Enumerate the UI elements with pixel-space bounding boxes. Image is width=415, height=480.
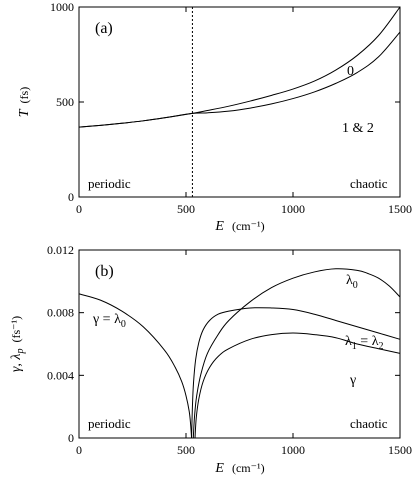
region-periodic-a: periodic — [88, 176, 131, 191]
y-tick-label-a-0: 0 — [68, 190, 74, 204]
plot-frame-b — [78, 249, 401, 439]
series-line-b-1 — [192, 268, 401, 439]
series-line-b-3 — [194, 332, 401, 439]
axis-ticks-b: 0 500 1000 1500 0 0.004 0.008 0.012 — [47, 243, 412, 457]
label-gamma: γ — [349, 373, 356, 388]
region-periodic-b: periodic — [88, 416, 131, 431]
x-label-unit-a: (cm⁻¹) — [232, 219, 265, 233]
curves-a — [78, 6, 401, 128]
x-tick-label-a-2: 1000 — [281, 202, 305, 216]
x-label-var-b: E — [214, 461, 224, 476]
x-tick-label-b-1: 500 — [177, 443, 195, 457]
series-line-a-1 — [78, 31, 401, 128]
x-tick-label-b-0: 0 — [76, 443, 82, 457]
y-tick-label-a-2: 1000 — [50, 0, 74, 14]
x-tick-label-b-2: 1000 — [281, 443, 305, 457]
y-label-unit-a: (fs) — [17, 87, 31, 104]
panel-a: 0 500 1000 1500 0 500 1000 (a) 0 1 & 2 periodi… — [17, 0, 412, 234]
region-chaotic-b: chaotic — [350, 416, 388, 431]
region-chaotic-a: chaotic — [350, 176, 388, 191]
label-lambda1-eq-lambda2: λ1 = λ2 — [345, 334, 383, 352]
y-label-var-a: T — [17, 108, 32, 117]
y-axis-label-a: T (fs) — [17, 87, 32, 117]
series-label-0: 0 — [347, 64, 354, 79]
x-label-var-a: E — [214, 219, 224, 234]
y-tick-label-b-3: 0.012 — [47, 243, 74, 257]
x-label-unit-b: (cm⁻¹) — [232, 461, 265, 475]
panel-label-a: (a) — [95, 20, 113, 37]
x-tick-label-b-3: 1500 — [388, 443, 412, 457]
x-tick-label-a-0: 0 — [76, 202, 82, 216]
series-label-1-2: 1 & 2 — [342, 121, 374, 136]
x-axis-label-a: E (cm⁻¹) — [214, 219, 264, 234]
series-line-b-0 — [78, 293, 193, 439]
x-tick-label-a-3: 1500 — [388, 202, 412, 216]
y-tick-label-b-0: 0 — [68, 431, 74, 445]
y-axis-label-b: γ, λp (fs⁻¹) — [9, 316, 26, 372]
x-tick-label-a-1: 500 — [177, 202, 195, 216]
y-tick-label-b-2: 0.008 — [47, 306, 74, 320]
panel-label-b: (b) — [95, 263, 114, 280]
y-label-var-b: γ, λ — [9, 354, 24, 373]
x-axis-label-b: E (cm⁻¹) — [214, 461, 264, 476]
series-line-b-2 — [191, 307, 401, 439]
y-label-unit-b: (fs⁻¹) — [9, 316, 23, 343]
curves-b — [78, 268, 401, 439]
label-lambda0: λ0 — [346, 273, 358, 291]
y-label-sub-b: p — [15, 349, 26, 355]
y-tick-label-a-1: 500 — [56, 95, 74, 109]
label-gamma-eq-lambda0: γ = λ0 — [92, 312, 126, 330]
svg-text:T(fs): T (fs) — [17, 87, 32, 117]
axis-ticks-a: 0 500 1000 1500 0 500 1000 — [50, 0, 412, 216]
plot-frame-a — [78, 6, 401, 198]
y-tick-label-b-1: 0.004 — [47, 368, 74, 382]
svg-text:γ, λp(fs⁻¹): γ, λp (fs⁻¹) — [9, 316, 26, 372]
